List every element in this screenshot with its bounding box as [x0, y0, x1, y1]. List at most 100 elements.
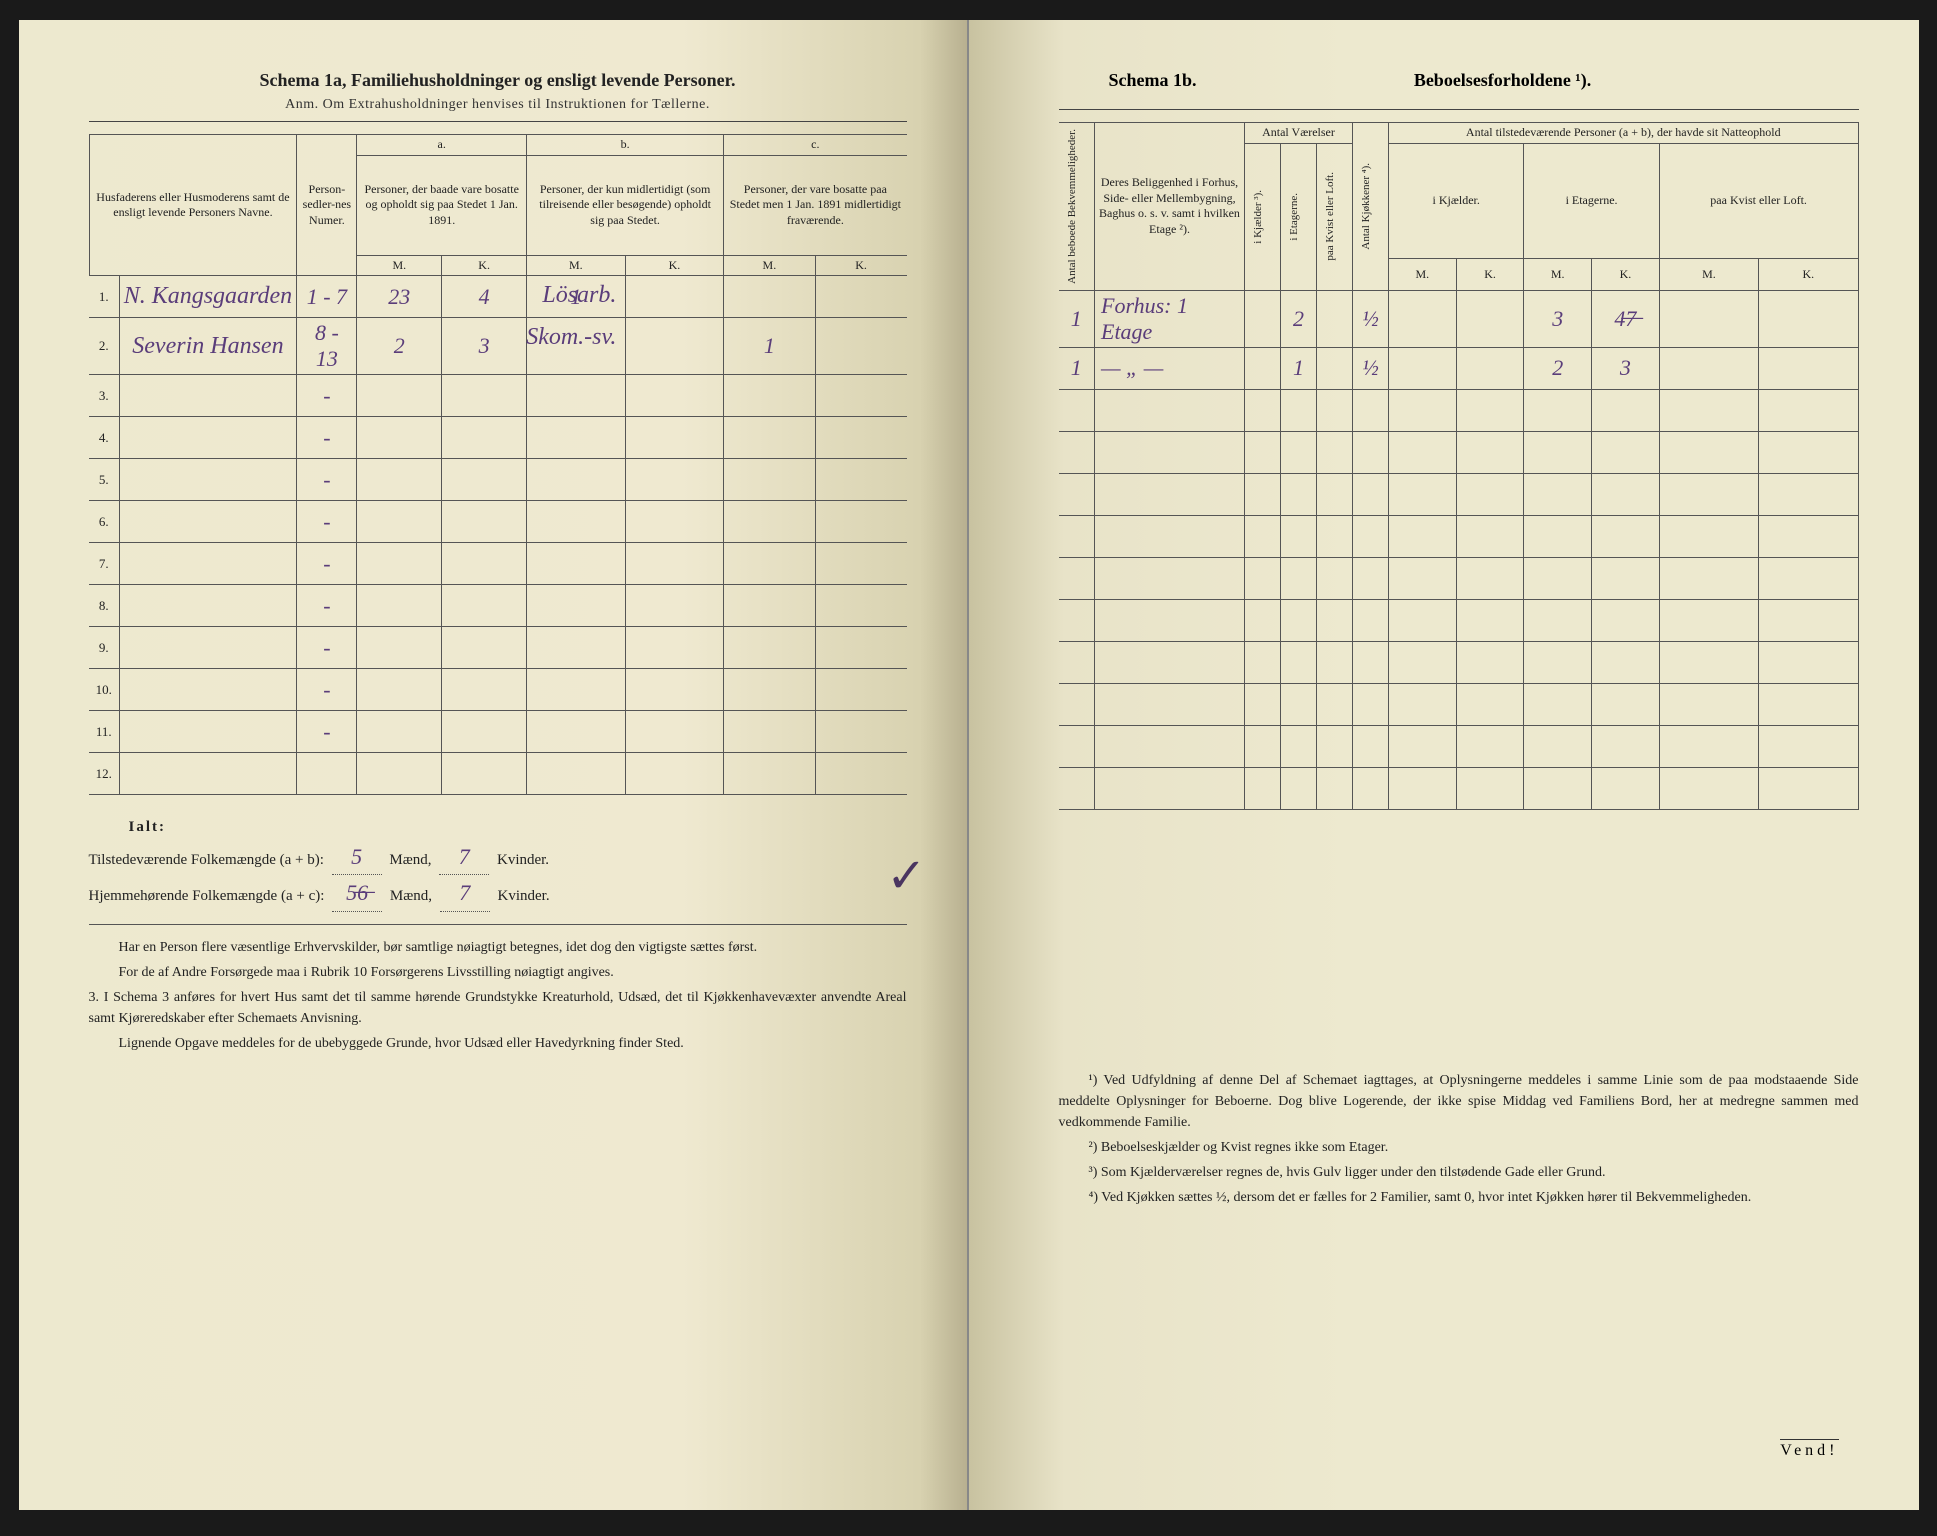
kk-cell: [1353, 641, 1389, 683]
name-cell: [119, 375, 297, 417]
table-row: 5. -: [89, 459, 907, 501]
nk1-cell: [1456, 557, 1524, 599]
kv-cell: [1317, 347, 1353, 389]
divider-2: [89, 924, 907, 925]
col-am: M.: [357, 255, 442, 276]
name-cell: [119, 501, 297, 543]
r-footnote-2: ²) Beboelseskjælder og Kvist regnes ikke…: [1059, 1137, 1859, 1158]
bek-cell: [1059, 557, 1095, 599]
nm2-cell: [1524, 725, 1592, 767]
nk2-cell: [1592, 473, 1660, 515]
kj-cell: [1245, 290, 1281, 347]
nm1-cell: [1389, 290, 1457, 347]
schema-1b-table: Antal beboede Bekvemmeligheder. Deres Be…: [1059, 122, 1859, 810]
am-cell: 2: [357, 318, 442, 375]
ck-cell: [815, 375, 906, 417]
nm1-cell: [1389, 683, 1457, 725]
col-r-k1: K.: [1456, 259, 1524, 291]
col-a-label: a.: [357, 135, 527, 156]
table-row: [1059, 473, 1859, 515]
table-row: 2. Severin Hansen Skom.-sv. 8 - 13 2 3 1: [89, 318, 907, 375]
kk-cell: [1353, 767, 1389, 809]
col-r-m1: M.: [1389, 259, 1457, 291]
kk-cell: [1353, 557, 1389, 599]
cm-cell: [724, 459, 815, 501]
schema-1a-label: Schema 1a,: [259, 70, 346, 90]
bm-cell: [527, 669, 626, 711]
col-c-desc: Personer, der vare bosatte paa Stedet me…: [724, 155, 907, 255]
bek-cell: 1: [1059, 347, 1095, 389]
col-bm: M.: [527, 255, 626, 276]
nm2-cell: 3: [1524, 290, 1592, 347]
bel-cell: — „ —: [1095, 347, 1245, 389]
name-cell: N. Kangsgaarden Lösarb.: [119, 276, 297, 318]
am-cell: 23: [357, 276, 442, 318]
ak-cell: [442, 543, 527, 585]
r-footnote-4: ⁴) Ved Kjøkken sættes ½, dersom det er f…: [1059, 1187, 1859, 1208]
row-number: 10.: [89, 669, 119, 711]
nm1-cell: [1389, 599, 1457, 641]
bel-cell: [1095, 767, 1245, 809]
ps-cell: -: [297, 375, 357, 417]
col-n-etag: i Etagerne.: [1524, 143, 1659, 259]
bk-cell: [625, 318, 724, 375]
nk3-cell: [1759, 725, 1858, 767]
table-row: 9. -: [89, 627, 907, 669]
bel-cell: [1095, 473, 1245, 515]
kv-cell: [1317, 515, 1353, 557]
right-header: Schema 1b. Beboelsesforholdene ¹).: [1059, 70, 1859, 91]
kv-cell: [1317, 389, 1353, 431]
nm3-cell: [1659, 683, 1758, 725]
cm-cell: 1: [724, 318, 815, 375]
bm-cell: [527, 501, 626, 543]
table-row: [1059, 599, 1859, 641]
tilstede-m: 5: [332, 839, 382, 875]
cm-cell: [724, 585, 815, 627]
nm2-cell: [1524, 599, 1592, 641]
kj-cell: [1245, 767, 1281, 809]
ck-cell: [815, 753, 906, 795]
nm2-cell: [1524, 473, 1592, 515]
table-row: 12.: [89, 753, 907, 795]
col-bekvem: Antal beboede Bekvemmeligheder.: [1063, 125, 1081, 288]
am-cell: [357, 669, 442, 711]
nk2-cell: [1592, 431, 1660, 473]
table-row: 7. -: [89, 543, 907, 585]
kk-cell: [1353, 683, 1389, 725]
nk1-cell: [1456, 431, 1524, 473]
ps-cell: -: [297, 711, 357, 753]
r-footnote-3: ³) Som Kjælderværelser regnes de, hvis G…: [1059, 1162, 1859, 1183]
ck-cell: [815, 669, 906, 711]
nk1-cell: [1456, 515, 1524, 557]
bek-cell: [1059, 599, 1095, 641]
et-cell: [1281, 767, 1317, 809]
schema-1b-label: Schema 1b.: [1109, 70, 1197, 91]
nm3-cell: [1659, 473, 1758, 515]
et-cell: [1281, 599, 1317, 641]
bk-cell: [625, 669, 724, 711]
ps-cell: -: [297, 417, 357, 459]
footnote-1: Har en Person flere væsentlige Erhvervsk…: [89, 937, 907, 958]
row-number: 4.: [89, 417, 119, 459]
ps-cell: -: [297, 627, 357, 669]
bek-cell: [1059, 767, 1095, 809]
bel-cell: [1095, 599, 1245, 641]
et-cell: [1281, 473, 1317, 515]
hjemme-m: 5̶6̶: [332, 875, 382, 911]
footnote-4: Lignende Opgave meddeles for de ubebygge…: [89, 1033, 907, 1054]
cm-cell: [724, 276, 815, 318]
r-footnote-1: ¹) Ved Udfyldning af denne Del af Schema…: [1059, 1070, 1859, 1133]
am-cell: [357, 375, 442, 417]
col-vaerelser: Antal Værelser: [1245, 123, 1353, 144]
ps-cell: -: [297, 669, 357, 711]
bm-cell: [527, 543, 626, 585]
nk2-cell: [1592, 767, 1660, 809]
kk-cell: [1353, 431, 1389, 473]
col-natteophold: Antal tilstedeværende Personer (a + b), …: [1389, 123, 1859, 144]
bk-cell: [625, 276, 724, 318]
bm-cell: [527, 585, 626, 627]
bk-cell: [625, 501, 724, 543]
et-cell: [1281, 725, 1317, 767]
tilstede-k: 7: [439, 839, 489, 875]
kj-cell: [1245, 557, 1281, 599]
